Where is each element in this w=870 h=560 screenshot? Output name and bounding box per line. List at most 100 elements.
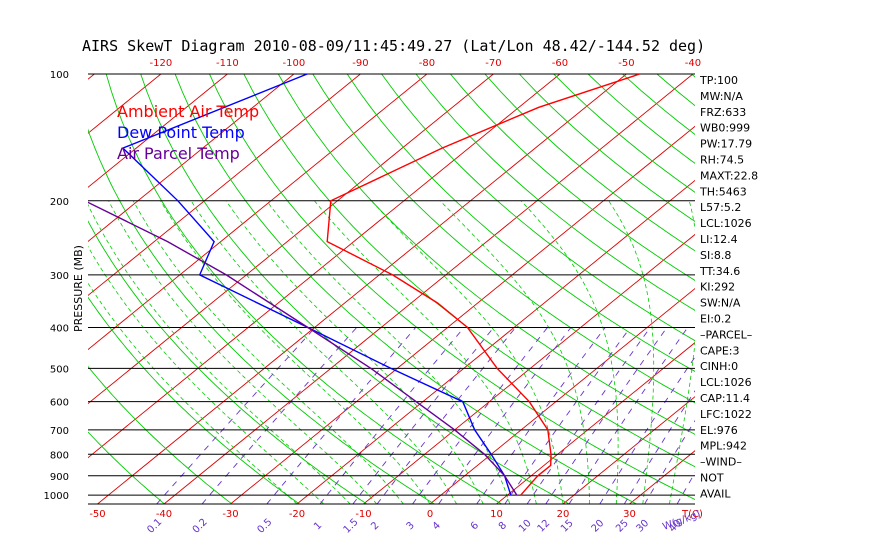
moist-adiabat-line [439,200,590,504]
dry-adiabat-line [760,74,870,504]
isotherm-line [97,74,627,504]
mixing-ratio-line [526,327,651,504]
isotherm-line [763,74,870,504]
bottom-temp-tick-label: 0 [427,509,433,520]
isotherm-line [0,74,28,504]
mixing-ratio-line [599,356,695,504]
pressure-tick-label: 500 [50,364,69,375]
index-line: LCL:1026 [700,376,752,389]
isotherm-line [88,74,361,297]
moist-adiabat-line [160,200,431,504]
chart-title: AIRS SkewT Diagram 2010-08-09/11:45:49.2… [82,37,705,55]
top-temp-axis: -120 -110 -100 -90 -80 -70 -60 -50 -40 [150,58,702,69]
bottom-temp-tick-label: -50 [89,509,105,520]
pressure-tick-label: 1000 [44,491,69,502]
isotherm-line [496,342,695,504]
top-temp-tick-label: -90 [352,58,368,69]
dry-adiabat-line [243,74,695,468]
legend-entry: Air Parcel Temp [117,144,240,163]
dry-adiabat-line [277,74,695,435]
pressure-tick-label: 800 [50,450,69,461]
top-temp-tick-label: -70 [485,58,501,69]
dry-adiabat-line [140,74,570,504]
pressure-axis: 100 200 300 400 500 600 700 800 900 1000 [44,70,69,502]
dry-adiabat-line [484,74,695,252]
mixing-ratio-tick-label: 20 [590,518,607,535]
moist-adiabat-line [88,245,324,504]
mixing-ratio-tick-label: 10 [517,518,534,535]
mixing-ratio-tick-label: 4 [431,520,443,532]
mixing-ratio-tick-label: 25 [614,518,631,535]
index-line: RH:74.5 [700,154,744,167]
pressure-tick-label: 900 [50,472,69,483]
mixing-ratio-line [266,327,417,504]
series-line-ambient-air-temp [326,74,640,496]
mixing-ratio-tick-label: 8 [497,520,509,532]
dry-adiabat-line [174,74,637,504]
legend-entry: Ambient Air Temp [117,102,259,121]
top-temp-tick-label: -120 [150,58,173,69]
moist-adiabat-line [669,200,695,504]
mixing-ratio-line [156,327,316,504]
bottom-temp-tick-label: -20 [289,509,305,520]
index-line: FRZ:633 [700,106,746,119]
pressure-tick-label: 700 [50,426,69,437]
index-line: WB0:999 [700,122,750,135]
index-line: LI:12.4 [700,233,738,246]
index-line: LFC:1022 [700,408,752,421]
top-temp-tick-label: -110 [216,58,239,69]
mixing-ratio-tick-label: 3 [405,520,417,532]
moist-adiabat-line [608,200,655,504]
index-line: EL:976 [700,424,738,437]
pressure-tick-label: 100 [50,70,69,81]
bottom-temp-tick-label: 30 [623,509,636,520]
dry-adiabat-line [346,74,695,372]
mixing-ratio-line [201,327,358,504]
dry-adiabat-line [88,365,233,504]
mixing-ratio-line [568,327,689,504]
top-temp-tick-label: -50 [618,58,634,69]
bottom-temp-unit-label: T(C) [681,509,703,520]
index-line: SW:N/A [700,297,741,310]
dry-adiabat-line [656,74,695,107]
mixing-ratio-tick-label: 30 [634,518,651,535]
index-line: NOT [700,472,724,485]
mixing-ratio-tick-label: 1 [312,520,324,532]
isotherm-line [88,74,228,188]
bottom-temp-tick-label: -40 [156,509,172,520]
index-line: LCL:1026 [700,217,752,230]
mixing-ratio-line [476,327,606,504]
moist-adiabat-line [371,200,564,504]
dry-adiabat-line [209,74,695,501]
moist-adiabat-line [266,200,511,504]
dry-adiabat-line [312,74,695,404]
index-line: CINH:0 [700,360,738,373]
index-line: MPL:942 [700,440,747,453]
mixing-ratio-line [352,327,495,504]
index-line: L57:5.2 [700,201,741,214]
dry-adiabat-line [88,220,368,504]
dry-adiabat-line [88,296,300,504]
dry-adiabat-line [795,74,870,504]
index-line: TH:5463 [699,185,747,198]
series-line-air-parcel-temp [88,201,518,496]
series-line-dew-point-temp [121,74,512,496]
moist-adiabat-line [108,200,378,504]
dry-adiabat-line [88,128,435,504]
bottom-temp-tick-label: -10 [355,509,371,520]
isotherm-line [230,125,695,504]
isotherm-line [829,74,870,504]
moist-adiabat-line [88,282,298,504]
mixing-ratio-line [545,327,668,504]
moist-adiabat-line [132,200,404,504]
moist-adiabat-line [520,200,619,504]
mixing-ratio-line [438,327,572,504]
top-temp-tick-label: -80 [419,58,435,69]
dry-adiabat-line [415,74,695,311]
moist-adiabat-line [88,203,351,504]
isotherm-line [363,233,695,504]
y-axis-label: PRESSURE (MB) [72,245,85,332]
mixing-ratio-line [504,327,631,504]
isotherm-line [88,74,561,459]
top-temp-tick-label: -100 [283,58,306,69]
